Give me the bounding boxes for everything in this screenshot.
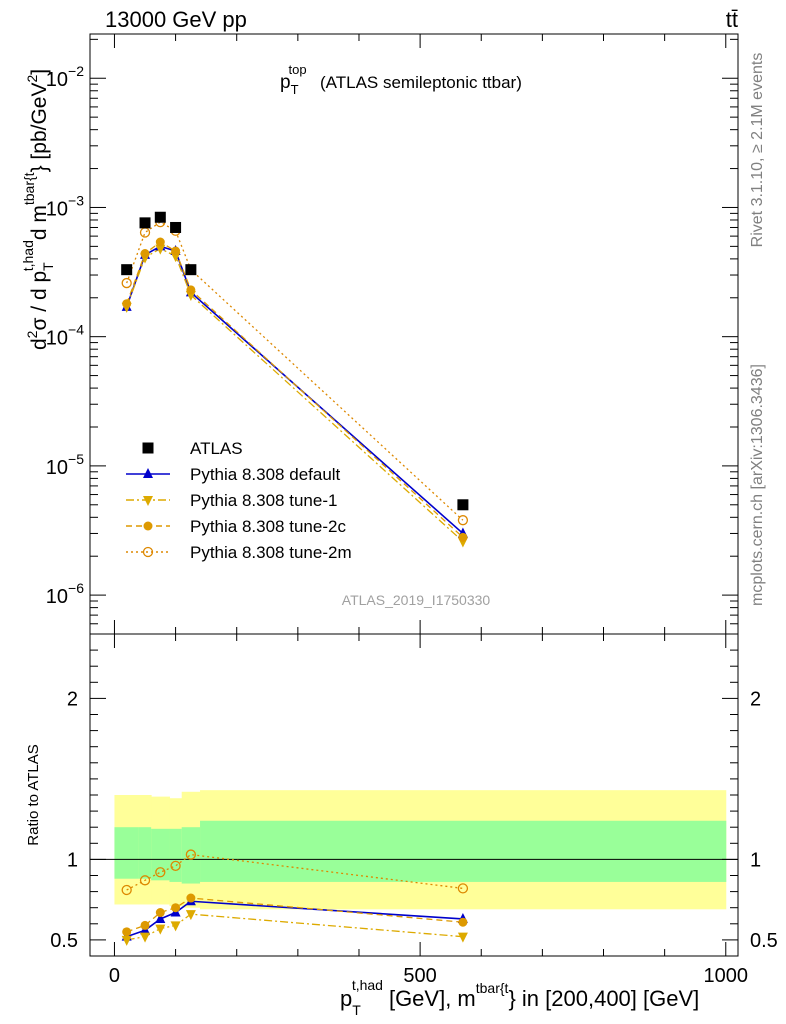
ratio-tick-label-left: 1 <box>67 849 78 871</box>
y-axis-label: d2σ / d pTt,hadd mtbar{t} [pb/GeV2] <box>20 69 56 350</box>
y-tick-label: 10−3 <box>46 192 84 220</box>
ratio-tick-label-right: 1 <box>750 849 761 871</box>
series-point <box>171 246 181 256</box>
legend-marker <box>142 546 154 558</box>
ratio-point <box>458 917 468 927</box>
legend: ATLAS Pythia 8.308 default Pythia 8.308 tu… <box>126 439 352 562</box>
series-point <box>186 285 196 295</box>
legend-marker <box>142 442 154 454</box>
ratio-tick-label-left: 0.5 <box>50 930 78 952</box>
ratio-point <box>139 875 151 886</box>
series-point <box>121 277 132 289</box>
green-band-segment <box>151 828 170 881</box>
ratio-point <box>121 935 132 946</box>
ratio-tick-label-right: 2 <box>750 688 761 710</box>
series-line-main <box>126 221 464 521</box>
series-point <box>155 237 165 247</box>
legend-label: Pythia 8.308 tune-2m <box>190 543 352 562</box>
green-band-segment <box>169 828 183 882</box>
ratio-point <box>155 924 166 935</box>
header-process-label: tt̄ <box>726 7 738 32</box>
x-axis-label: pTt,had[GeV], mtbar{t} in [200,400] [GeV… <box>340 977 699 1018</box>
series-point <box>155 244 166 255</box>
x-tick-label: 0 <box>109 965 120 987</box>
ratio-point <box>457 932 468 943</box>
green-band-segment <box>114 827 140 879</box>
ratio-point <box>155 908 165 918</box>
data-point <box>139 217 151 229</box>
analysis-watermark: ATLAS_2019_I1750330 <box>342 592 491 608</box>
y-tick-label: 10−2 <box>46 63 84 91</box>
legend-marker <box>143 468 153 478</box>
data-point <box>185 264 197 276</box>
y-tick-label: 10−5 <box>46 451 84 479</box>
ratio-point <box>121 884 132 896</box>
ratio-point <box>171 903 181 913</box>
data-point <box>170 221 182 233</box>
ratio-tick-label-left: 2 <box>67 688 78 710</box>
legend-label: ATLAS <box>190 439 243 458</box>
ratio-point <box>155 867 166 878</box>
ratio-point <box>186 893 196 903</box>
y-tick-label: 10−4 <box>46 322 84 350</box>
ratio-point <box>140 920 150 930</box>
rivet-version-label: Rivet 3.1.10, ≥ 2.1M events <box>749 53 766 248</box>
ratio-point <box>170 860 181 871</box>
legend-marker <box>143 496 153 506</box>
ratio-axis-label: Ratio to ATLAS <box>25 744 42 845</box>
uncertainty-bands <box>114 790 727 910</box>
legend-label: Pythia 8.308 default <box>190 465 341 484</box>
x-tick-label: 1000 <box>704 965 749 987</box>
axes-layer: 0 500 1000 10−6 10−5 10−4 10−3 10−2 0.5 0.5 1 1 2 2 <box>46 33 778 987</box>
green-band-segment <box>138 827 152 879</box>
series-point <box>140 249 150 259</box>
data-point <box>154 211 166 223</box>
ratio-point <box>185 849 197 860</box>
data-point <box>457 499 469 511</box>
series-line-main <box>126 247 464 542</box>
y-tick-label: 10−6 <box>46 580 84 608</box>
data-point <box>121 264 133 276</box>
legend-marker <box>143 521 153 531</box>
ratio-point <box>170 921 181 932</box>
series-point <box>139 227 151 238</box>
legend-label: Pythia 8.308 tune-1 <box>190 491 337 510</box>
legend-label: Pythia 8.308 tune-2c <box>190 517 346 536</box>
series-markers <box>121 211 469 946</box>
series-point <box>122 299 132 309</box>
ratio-tick-label-right: 0.5 <box>750 930 778 952</box>
green-band-segment <box>181 827 201 884</box>
ratio-point <box>122 927 132 937</box>
series-point <box>457 515 469 526</box>
ratio-point <box>155 912 166 923</box>
x-tick-label: 500 <box>403 965 436 987</box>
series-line-ratio <box>126 853 463 891</box>
ratio-point <box>457 883 469 894</box>
chart-title-rest: (ATLAS semileptonic ttbar) <box>320 73 522 92</box>
series-line-ratio <box>126 913 463 941</box>
series-line-main <box>126 241 464 538</box>
main-plot-frame <box>89 33 739 635</box>
ratio-point <box>185 910 196 921</box>
mcplots-label: mcplots.cern.ch [arXiv:1306.3436] <box>749 364 766 606</box>
ratio-point <box>140 932 151 943</box>
series-point <box>458 532 468 542</box>
header-beam-label: 13000 GeV pp <box>105 7 247 32</box>
chart-title: pTtop <box>280 62 307 97</box>
green-band-segment <box>200 820 727 882</box>
